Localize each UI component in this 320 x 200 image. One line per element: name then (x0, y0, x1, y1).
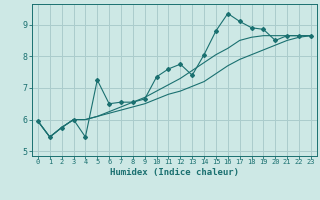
X-axis label: Humidex (Indice chaleur): Humidex (Indice chaleur) (110, 168, 239, 177)
